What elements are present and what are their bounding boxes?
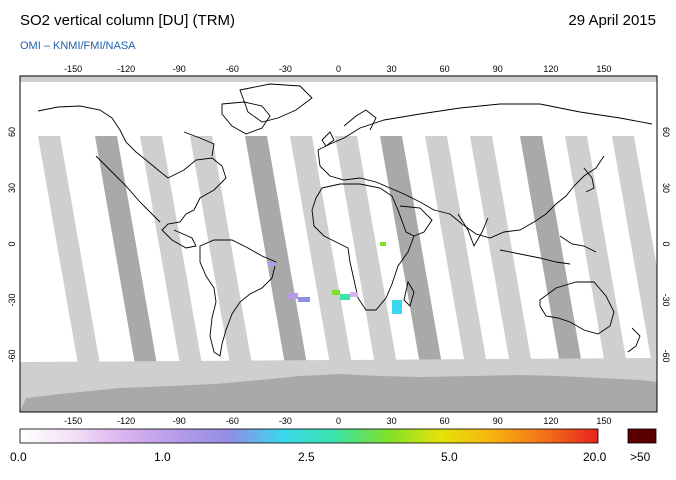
colorbar-label-2: 2.5 (298, 450, 315, 464)
lon-ticks-top: -150 -120 -90 -60 -30 0 30 60 90 120 150 (64, 64, 611, 74)
chart-title: SO2 vertical column [DU] (TRM) (20, 12, 236, 29)
lon-tick-label: 0 (336, 416, 341, 426)
orbit-gap-swath (38, 136, 102, 376)
date-label: 29 April 2015 (568, 12, 656, 29)
lat-tick-label: -30 (661, 293, 671, 306)
colorbar-label-3: 5.0 (441, 450, 458, 464)
orbit-gap-swath (612, 136, 657, 376)
source-credit: OMI – KNMI/FMI/NASA (20, 40, 136, 52)
lat-tick-label: 30 (7, 183, 17, 193)
orbit-gap-swath (290, 136, 354, 376)
lon-tick-label: -90 (173, 64, 186, 74)
lon-tick-label: -120 (117, 416, 135, 426)
lon-tick-label: 90 (493, 64, 503, 74)
lat-ticks-left: 60 30 0 -30 -60 (7, 127, 17, 363)
coastlines (37, 83, 653, 357)
north-no-data-band (20, 76, 657, 82)
orbit-gap-swath (380, 136, 444, 376)
colorbar-label-4: 20.0 (583, 450, 607, 464)
colorbar-label-1: 1.0 (154, 450, 171, 464)
colorbar-overflow-box (627, 428, 657, 444)
lon-tick-label: 60 (440, 64, 450, 74)
lon-tick-label: -150 (64, 64, 82, 74)
lon-tick-label: -150 (64, 416, 82, 426)
orbit-gap-swath (425, 136, 489, 376)
antarctica-shape (20, 374, 657, 412)
lat-tick-label: 0 (661, 241, 671, 246)
orbit-gaps (20, 76, 657, 412)
lat-tick-label: 0 (7, 241, 17, 246)
orbit-gap-swath (245, 136, 309, 376)
colorbar (19, 428, 599, 444)
colorbar-overflow-label: >50 (630, 450, 651, 464)
lon-tick-label: 30 (387, 416, 397, 426)
colorbar-label-0: 0.0 (10, 450, 27, 464)
lon-tick-label: -90 (173, 416, 186, 426)
lon-tick-label: -60 (226, 416, 239, 426)
lon-tick-label: 0 (336, 64, 341, 74)
orbit-gap-swath (470, 136, 534, 376)
orbit-gap-swath (335, 136, 399, 376)
lon-tick-label: -60 (226, 64, 239, 74)
lon-tick-label: 60 (440, 416, 450, 426)
orbit-gap-swath (95, 136, 159, 376)
lat-tick-label: -30 (7, 293, 17, 306)
lon-tick-label: 120 (543, 416, 558, 426)
lon-tick-label: -120 (117, 64, 135, 74)
lat-tick-label: -60 (661, 349, 671, 362)
lat-ticks-right: 60 30 0 -30 -60 (661, 127, 671, 363)
lat-tick-label: 30 (661, 183, 671, 193)
lat-tick-label: 60 (7, 127, 17, 137)
orbit-gap-swath (190, 136, 254, 376)
lon-tick-label: 30 (387, 64, 397, 74)
orbit-gap-swath (140, 136, 204, 376)
so2-signals (268, 242, 402, 314)
map-frame (19, 75, 658, 413)
orbit-gap-swath (520, 136, 584, 376)
lon-tick-label: 90 (493, 416, 503, 426)
lon-tick-label: -30 (279, 416, 292, 426)
lon-tick-label: 150 (596, 416, 611, 426)
lat-tick-label: 60 (661, 127, 671, 137)
lon-ticks-bottom: -150 -120 -90 -60 -30 0 30 60 90 120 150 (64, 416, 611, 426)
lat-tick-label: -60 (7, 349, 17, 362)
lon-tick-label: 150 (596, 64, 611, 74)
lon-tick-label: 120 (543, 64, 558, 74)
lon-tick-label: -30 (279, 64, 292, 74)
